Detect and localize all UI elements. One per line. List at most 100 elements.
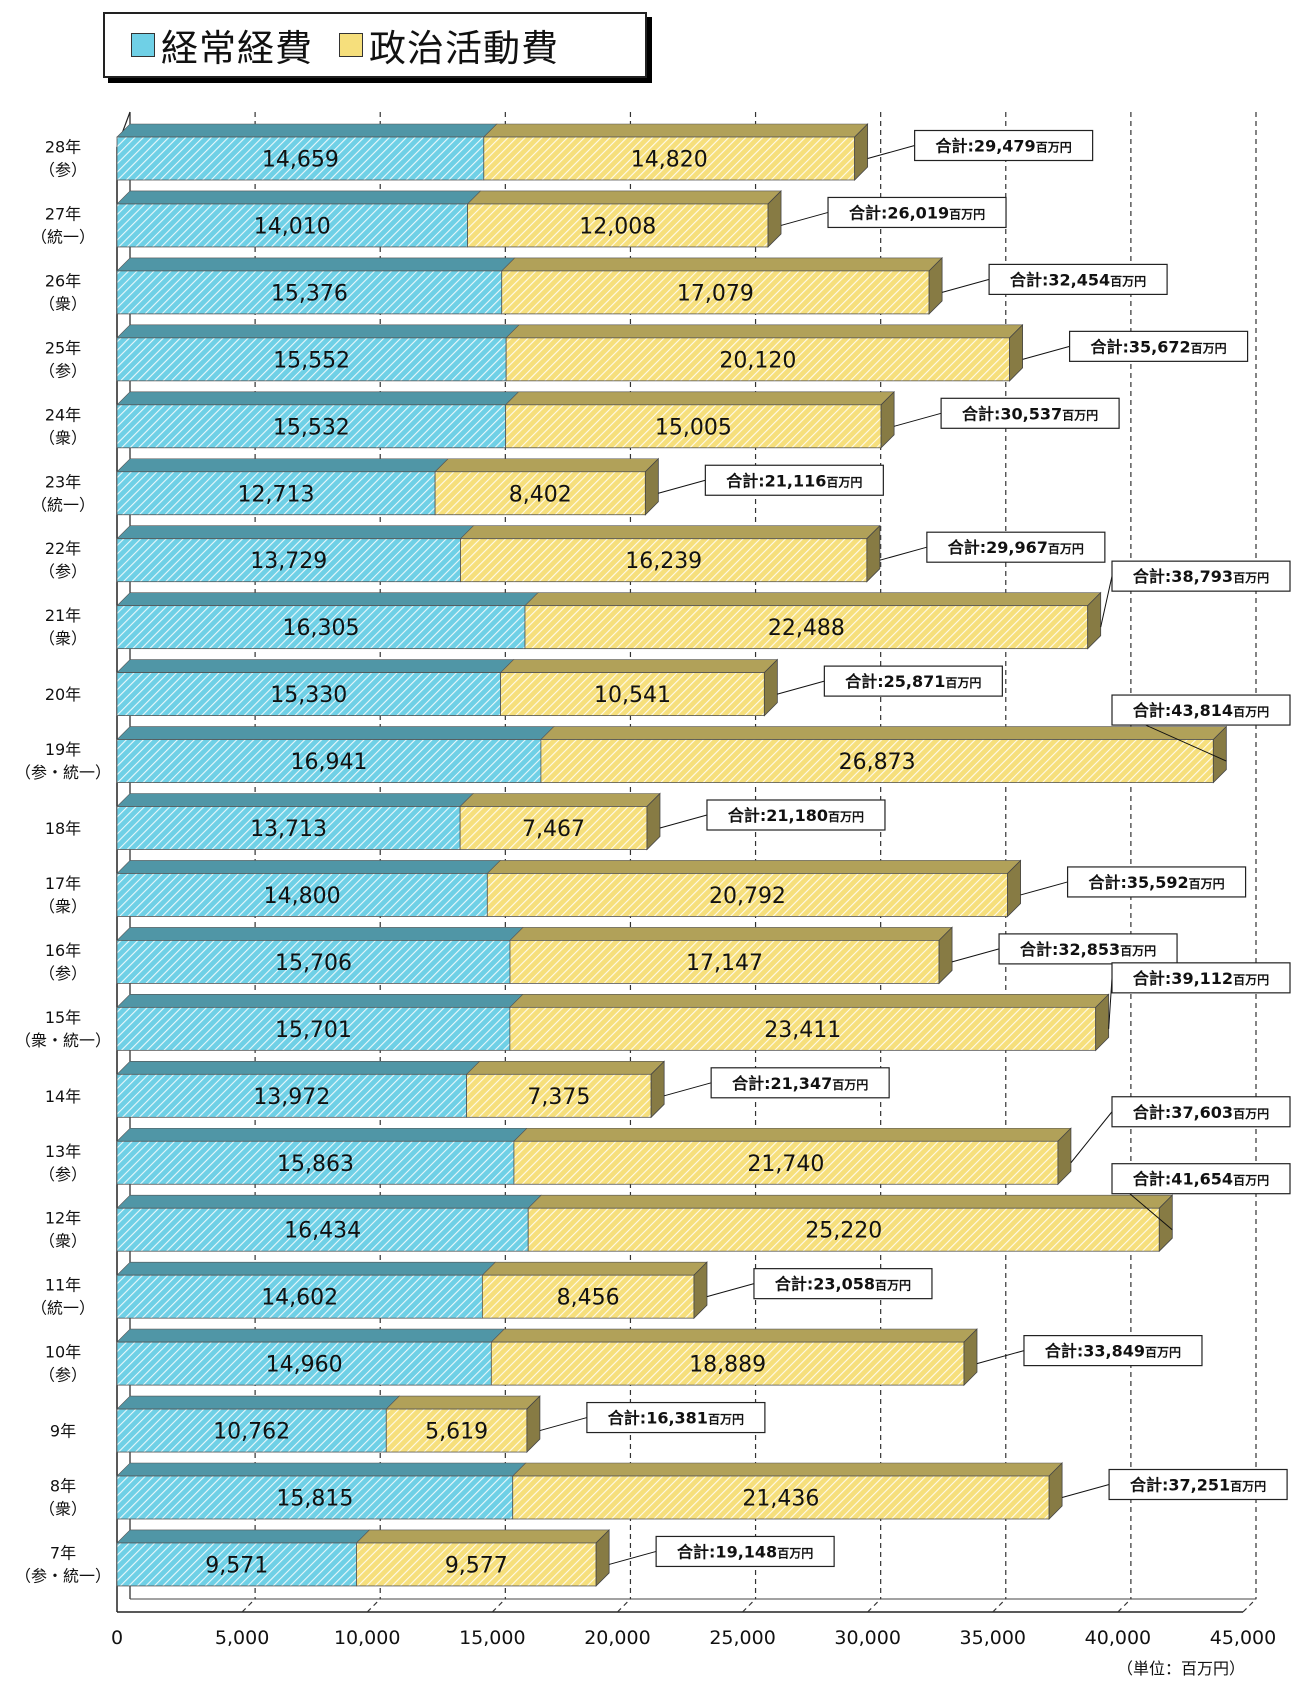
bar-top-face-1-8 xyxy=(501,660,778,673)
bar-top-face-1-9 xyxy=(541,727,1226,740)
x-tick-label-9: 45,000 xyxy=(1210,1627,1276,1649)
bar-value-label-1-13: 23,411 xyxy=(764,1018,841,1043)
bar-top-face-0-18 xyxy=(117,1329,504,1342)
x-tick-label-6: 30,000 xyxy=(834,1627,900,1649)
category-note-label-5: （統一） xyxy=(31,495,95,514)
bar-value-label-0-20: 15,815 xyxy=(276,1487,353,1512)
bar-value-label-0-4: 15,532 xyxy=(273,415,350,440)
x-tick-label-0: 0 xyxy=(111,1627,123,1649)
category-year-label-14: 14年 xyxy=(45,1087,81,1106)
category-year-label-1: 27年 xyxy=(45,204,81,223)
x-tick-label-5: 25,000 xyxy=(709,1627,775,1649)
bar-top-face-0-15 xyxy=(117,1128,527,1141)
category-year-label-15: 13年 xyxy=(45,1142,81,1161)
bar-value-label-1-7: 22,488 xyxy=(768,616,845,641)
total-leader-line-11 xyxy=(1021,882,1068,895)
bar-value-label-0-1: 14,010 xyxy=(254,214,331,239)
bar-top-face-0-9 xyxy=(117,727,554,740)
category-note-label-3: （参） xyxy=(39,361,87,380)
category-note-label-6: （参） xyxy=(39,562,87,581)
bar-top-face-1-3 xyxy=(506,325,1022,338)
category-year-label-17: 11年 xyxy=(45,1276,81,1295)
category-year-label-5: 23年 xyxy=(45,472,81,491)
bar-value-label-0-19: 10,762 xyxy=(213,1420,290,1445)
bar-value-label-1-1: 12,008 xyxy=(579,214,656,239)
bar-top-face-1-21 xyxy=(356,1530,609,1543)
total-leader-line-3 xyxy=(1023,346,1070,359)
bar-top-face-0-21 xyxy=(117,1530,369,1543)
x-tick-label-4: 20,000 xyxy=(584,1627,650,1649)
bar-value-label-1-16: 25,220 xyxy=(805,1219,882,1244)
bar-value-label-1-19: 5,619 xyxy=(425,1420,488,1445)
category-year-label-13: 15年 xyxy=(45,1008,81,1027)
gridline-foot-8 xyxy=(1118,1599,1131,1612)
category-year-label-6: 22年 xyxy=(45,539,81,558)
category-note-label-1: （統一） xyxy=(31,227,95,246)
bar-value-label-1-14: 7,375 xyxy=(527,1085,590,1110)
bar-top-face-1-19 xyxy=(386,1396,540,1409)
bar-top-face-1-5 xyxy=(435,459,658,472)
total-leader-line-2 xyxy=(942,279,989,292)
bar-value-label-0-13: 15,701 xyxy=(275,1018,352,1043)
gridline-foot-6 xyxy=(868,1599,881,1612)
bar-value-label-0-14: 13,972 xyxy=(253,1085,330,1110)
bar-top-face-0-4 xyxy=(117,392,519,405)
bar-top-face-0-20 xyxy=(117,1463,526,1476)
bar-top-face-1-12 xyxy=(510,927,952,940)
total-leader-line-21 xyxy=(609,1551,656,1564)
category-year-label-8: 20年 xyxy=(45,685,81,704)
bar-value-label-1-2: 17,079 xyxy=(677,281,754,306)
gridline-foot-7 xyxy=(993,1599,1006,1612)
total-leader-line-7 xyxy=(1101,576,1112,627)
category-year-label-10: 18年 xyxy=(45,819,81,838)
bar-value-label-1-9: 26,873 xyxy=(839,750,916,775)
bar-value-label-1-10: 7,467 xyxy=(522,817,585,842)
category-year-label-0: 28年 xyxy=(45,138,81,157)
bar-top-face-1-2 xyxy=(502,258,942,271)
gridline-foot-4 xyxy=(617,1599,630,1612)
total-leader-line-18 xyxy=(977,1351,1024,1364)
category-note-label-20: （衆） xyxy=(39,1500,87,1519)
bar-top-face-1-16 xyxy=(528,1195,1172,1208)
total-leader-line-6 xyxy=(880,547,927,560)
bar-value-label-0-7: 16,305 xyxy=(283,616,360,641)
total-leader-line-4 xyxy=(894,413,941,426)
category-year-label-21: 7年 xyxy=(50,1543,76,1562)
category-note-label-7: （衆） xyxy=(39,629,87,648)
total-leader-line-15 xyxy=(1071,1112,1112,1163)
total-leader-line-1 xyxy=(781,212,828,225)
category-year-label-2: 26年 xyxy=(45,271,81,290)
bar-value-label-1-6: 16,239 xyxy=(625,549,702,574)
bar-top-face-0-7 xyxy=(117,593,538,606)
bar-value-label-0-15: 15,863 xyxy=(277,1152,354,1177)
bar-value-label-0-2: 15,376 xyxy=(271,281,348,306)
bar-value-label-1-21: 9,577 xyxy=(445,1553,508,1578)
x-tick-label-7: 35,000 xyxy=(960,1627,1026,1649)
bar-top-face-1-20 xyxy=(513,1463,1062,1476)
category-year-label-4: 24年 xyxy=(45,405,81,424)
bar-top-face-0-11 xyxy=(117,860,500,873)
category-note-label-11: （衆） xyxy=(39,897,87,916)
bar-value-label-1-8: 10,541 xyxy=(594,683,671,708)
bar-top-face-0-12 xyxy=(117,927,523,940)
category-year-label-16: 12年 xyxy=(45,1209,81,1228)
x-tick-label-8: 40,000 xyxy=(1085,1627,1151,1649)
category-note-label-17: （統一） xyxy=(31,1299,95,1318)
bar-top-face-1-7 xyxy=(525,593,1101,606)
x-tick-label-1: 5,000 xyxy=(215,1627,269,1649)
category-year-label-18: 10年 xyxy=(45,1343,81,1362)
bar-value-label-0-10: 13,713 xyxy=(250,817,327,842)
bar-top-face-1-1 xyxy=(468,191,781,204)
category-note-label-9: （参・統一） xyxy=(15,763,111,782)
category-year-label-11: 17年 xyxy=(45,874,81,893)
x-tick-label-3: 15,000 xyxy=(459,1627,525,1649)
bar-top-face-1-4 xyxy=(506,392,894,405)
bar-value-label-0-3: 15,552 xyxy=(273,348,350,373)
bar-value-label-1-17: 8,456 xyxy=(557,1286,620,1311)
bar-value-label-0-9: 16,941 xyxy=(290,750,367,775)
category-year-label-7: 21年 xyxy=(45,606,81,625)
total-leader-line-20 xyxy=(1062,1485,1109,1498)
bar-top-face-0-13 xyxy=(117,994,523,1007)
bar-top-face-1-13 xyxy=(510,994,1109,1007)
bar-top-face-0-2 xyxy=(117,258,515,271)
